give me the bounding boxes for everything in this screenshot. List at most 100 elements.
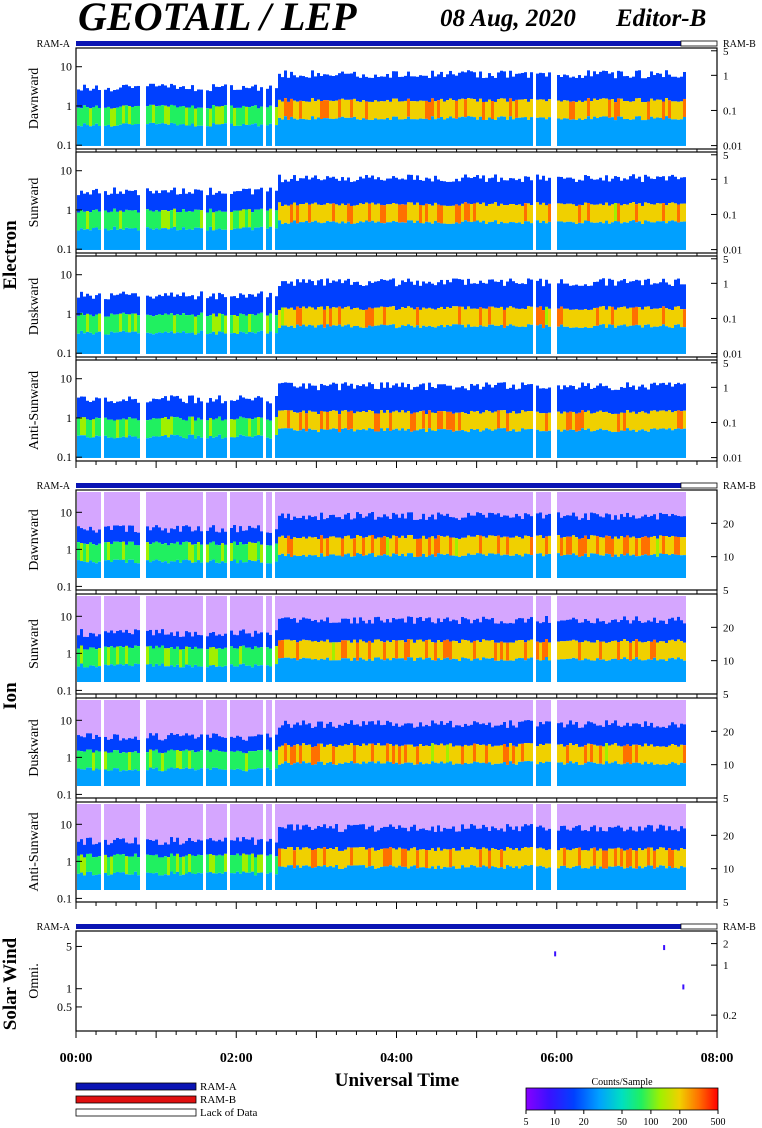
spectrogram-cell xyxy=(485,596,488,619)
spectrogram-cell xyxy=(437,429,440,458)
spectrogram-cell xyxy=(251,596,254,637)
spectrogram-cell xyxy=(560,492,563,518)
spectrogram-cell xyxy=(680,700,683,724)
spectrogram-cell xyxy=(662,221,665,250)
spectrogram-cell xyxy=(659,659,662,682)
spectrogram-cell xyxy=(104,334,107,354)
spectrogram-cell xyxy=(590,700,593,723)
spectrogram-cell xyxy=(530,117,533,146)
spectrogram-cell xyxy=(155,124,158,146)
spectrogram-cell xyxy=(305,658,308,682)
spectrogram-cell xyxy=(266,532,269,546)
spectrogram-cell xyxy=(443,411,446,430)
spectrogram-cell xyxy=(95,768,98,786)
spectrogram-cell xyxy=(539,535,542,554)
spectrogram-cell xyxy=(122,312,125,331)
spectrogram-cell xyxy=(398,327,401,354)
spectrogram-cell xyxy=(563,764,566,786)
spectrogram-cell xyxy=(629,492,632,518)
spectrogram-cell xyxy=(578,327,581,354)
spectrogram-cell xyxy=(290,538,293,557)
spectrogram-cell xyxy=(209,492,212,528)
spectrogram-cell xyxy=(626,762,629,786)
spectrogram-cell xyxy=(230,437,233,458)
spectrogram-cell xyxy=(290,727,293,747)
spectrogram-cell xyxy=(632,723,635,745)
spectrogram-cell xyxy=(335,204,338,223)
section-label-solar-wind: Solar Wind xyxy=(0,937,21,1030)
spectrogram-cell xyxy=(563,727,566,747)
spectrogram-cell xyxy=(647,537,650,556)
spectrogram-cell xyxy=(287,553,290,578)
spectrogram-cell xyxy=(443,515,446,537)
spectrogram-cell xyxy=(128,396,131,418)
spectrogram-cell xyxy=(389,660,392,682)
spectrogram-cell xyxy=(425,221,428,250)
spectrogram-cell xyxy=(530,657,533,682)
spectrogram-cell xyxy=(443,492,446,516)
spectrogram-cell xyxy=(407,723,410,745)
spectrogram-cell xyxy=(614,700,617,721)
spectrogram-cell xyxy=(371,596,374,624)
spectrogram-cell xyxy=(398,746,401,765)
spectrogram-cell xyxy=(170,647,173,666)
spectrogram-cell xyxy=(401,76,404,102)
spectrogram-cell xyxy=(236,635,239,649)
spectrogram-cell xyxy=(623,537,626,556)
spectrogram-cell xyxy=(503,309,506,328)
spectrogram-cell xyxy=(278,536,281,555)
spectrogram-cell xyxy=(407,657,410,682)
spectrogram-cell xyxy=(431,596,434,623)
spectrogram-cell xyxy=(566,724,569,746)
spectrogram-cell xyxy=(134,751,137,770)
spectrogram-cell xyxy=(656,176,659,204)
spectrogram-cell xyxy=(608,306,611,325)
spectrogram-cell xyxy=(110,738,113,753)
spectrogram-cell xyxy=(155,436,158,458)
spectrogram-cell xyxy=(257,750,260,769)
spectrogram-cell xyxy=(434,309,437,328)
spectrogram-cell xyxy=(119,740,122,754)
spectrogram-cell xyxy=(359,492,362,514)
spectrogram-cell xyxy=(653,764,656,786)
spectrogram-cell xyxy=(620,98,623,117)
spectrogram-cell xyxy=(386,325,389,354)
spectrogram-cell xyxy=(326,100,329,119)
spectrogram-cell xyxy=(128,210,131,229)
spectrogram-cell xyxy=(587,659,590,682)
spectrogram-cell xyxy=(422,620,425,642)
spectrogram-cell xyxy=(506,515,509,537)
spectrogram-cell xyxy=(314,309,317,328)
spectrogram-cell xyxy=(314,411,317,430)
spectrogram-cell xyxy=(236,334,239,354)
spectrogram-cell xyxy=(596,222,599,250)
spectrogram-cell xyxy=(524,99,527,118)
spectrogram-cell xyxy=(530,384,533,412)
spectrogram-cell xyxy=(380,537,383,556)
spectrogram-cell xyxy=(383,700,386,725)
spectrogram-cell xyxy=(524,72,527,100)
spectrogram-cell xyxy=(485,537,488,556)
spectrogram-cell xyxy=(680,744,683,763)
spectrogram-cell xyxy=(377,596,380,617)
spectrogram-cell xyxy=(320,761,323,786)
spectrogram-cell xyxy=(635,431,638,458)
spectrogram-cell xyxy=(461,555,464,578)
spectrogram-cell xyxy=(677,306,680,325)
spectrogram-cell xyxy=(410,413,413,432)
spectrogram-cell xyxy=(674,119,677,146)
spectrogram-cell xyxy=(461,221,464,250)
spectrogram-cell xyxy=(518,492,521,517)
spectrogram-cell xyxy=(314,327,317,354)
spectrogram-cell xyxy=(614,309,617,328)
spectrogram-cell xyxy=(665,746,668,765)
spectrogram-cell xyxy=(587,410,590,429)
spectrogram-cell xyxy=(446,513,449,536)
spectrogram-cell xyxy=(452,181,455,206)
spectrogram-cell xyxy=(650,596,653,622)
spectrogram-cell xyxy=(380,492,383,518)
spectrogram-cell xyxy=(446,700,449,724)
spectrogram-cell xyxy=(239,596,242,631)
spectrogram-cell xyxy=(584,327,587,354)
spectrogram-cell xyxy=(497,596,500,624)
